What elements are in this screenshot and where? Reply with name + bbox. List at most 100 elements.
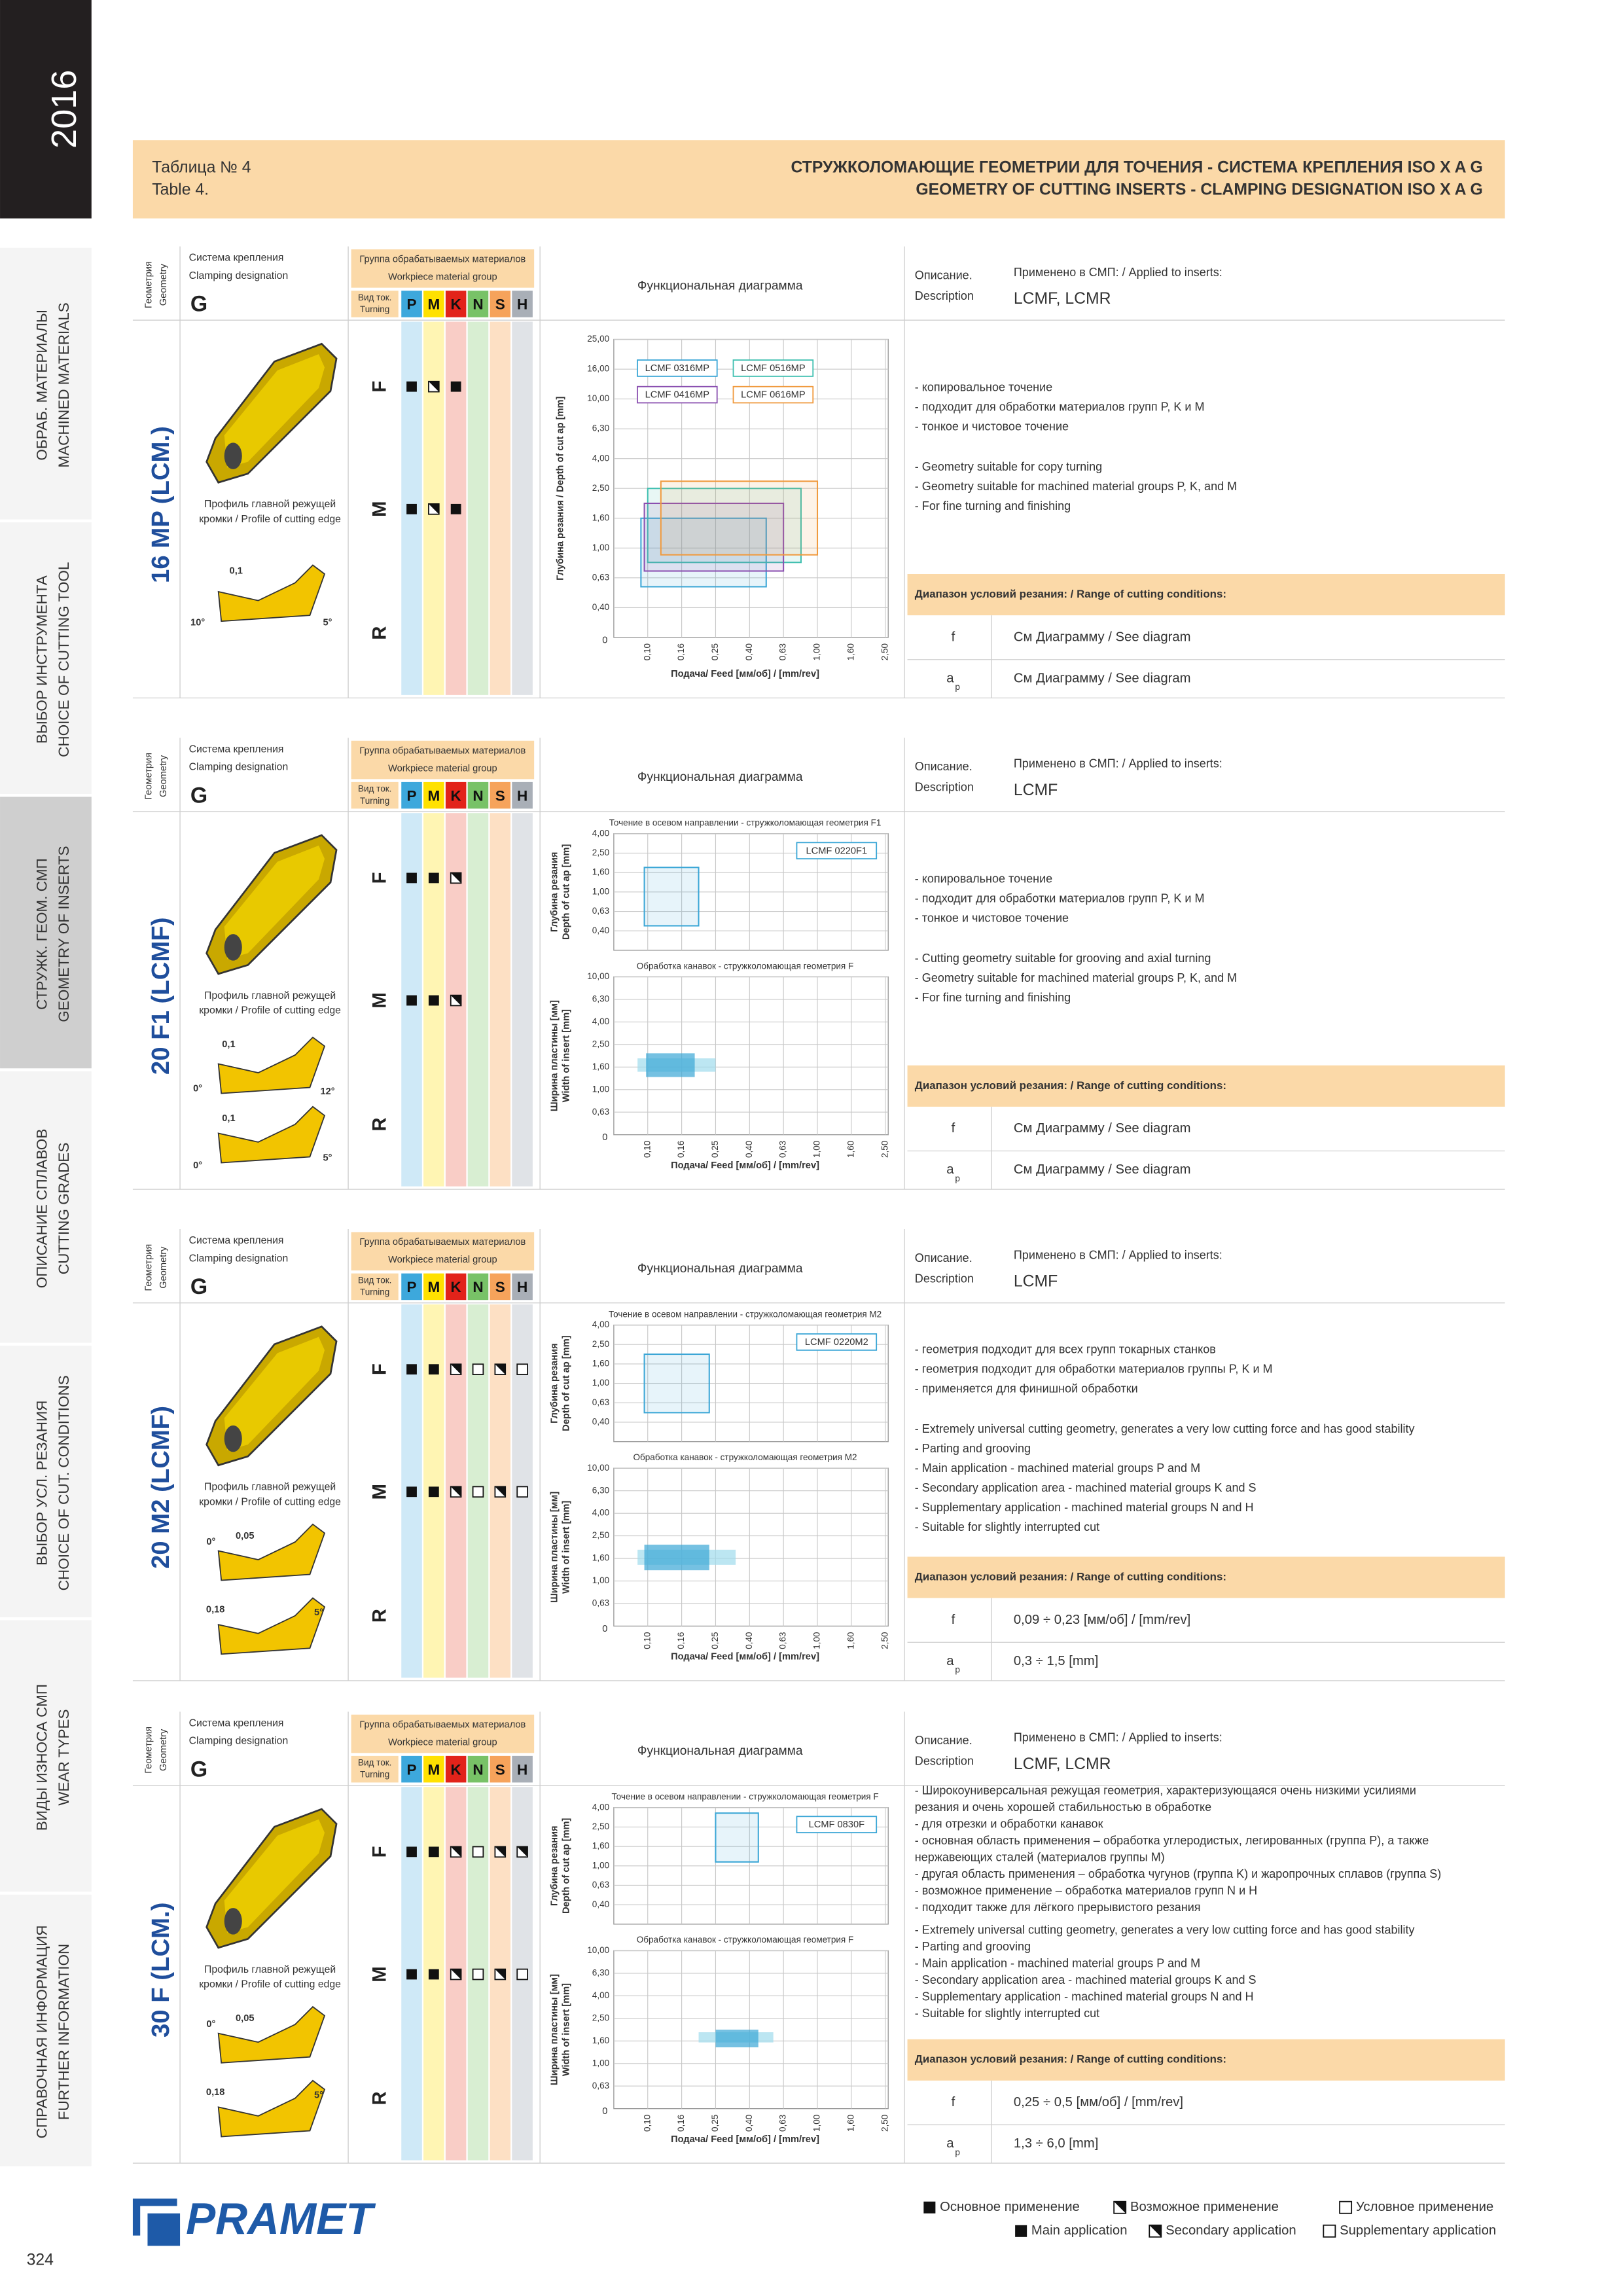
- ap-label-sub: p: [955, 2147, 960, 2157]
- clamping-label: Система крепления: [189, 1235, 284, 1246]
- side-tab: [0, 1620, 92, 1892]
- legend-ru: Возможное применение: [1130, 2200, 1279, 2214]
- description-ru: - тонкое и чистовое точение: [915, 420, 1069, 433]
- profile-dim: 0,05: [236, 2013, 255, 2024]
- x-tick-label: 1,60: [846, 1141, 855, 1158]
- side-tab-en: CUTTING GRADES: [56, 1143, 72, 1275]
- material-row: M: [368, 1484, 390, 1499]
- profile-dim: 5°: [323, 617, 332, 628]
- group-letter: P: [407, 1279, 417, 1295]
- profile-shape: [217, 2079, 326, 2138]
- f-value: См Диаграмму / See diagram: [1014, 1121, 1191, 1136]
- range-label-box: [637, 386, 718, 404]
- y-axis-label: Depth of cut ap [mm]: [562, 844, 572, 941]
- chart-title: Точение в осевом направлении - стружколо…: [609, 818, 882, 828]
- range-label-box: [732, 359, 814, 377]
- group-letter: K: [451, 1279, 462, 1295]
- description-en: - Geometry suitable for copy turning: [915, 460, 1102, 473]
- profile-shape: [217, 1036, 326, 1094]
- symbol-empty: [516, 1363, 528, 1375]
- group-column: [512, 321, 533, 695]
- logo-mark: [132, 2198, 181, 2246]
- turning-label: Вид ток.: [358, 1275, 391, 1285]
- group-head: [490, 1755, 511, 1783]
- material-row: M: [368, 992, 390, 1008]
- side-tab-en: WEAR TYPES: [56, 1709, 72, 1805]
- turning-cell: [351, 291, 399, 317]
- x-axis-label: Подача/ Feed [мм/об] / [mm/rev]: [671, 1160, 819, 1171]
- diagram-title: Функциональная диаграмма: [637, 1744, 803, 1758]
- profile-label: кромки / Profile of cutting edge: [199, 1979, 341, 1990]
- profile-shape: [217, 1597, 326, 1655]
- range-rect: [715, 1812, 759, 1863]
- side-tab-ru: СТРУЖК. ГЕОМ. СМП: [33, 858, 50, 1010]
- range-label-box: [732, 386, 814, 404]
- material-row: R: [368, 1117, 390, 1131]
- group-letter: K: [451, 1761, 462, 1778]
- description-en: - Supplementary application - machined m…: [915, 1501, 1254, 1514]
- y-tick-label: 1,00: [592, 1860, 609, 1870]
- y-tick-label: 0,63: [592, 1107, 609, 1117]
- description-ru: - геометрия подходит для всех групп тока…: [915, 1343, 1216, 1356]
- group-head: [512, 1755, 533, 1783]
- applied-value: LCMF, LCMR: [1014, 290, 1111, 308]
- group-head: [445, 1273, 467, 1300]
- range-label-box: [796, 842, 878, 860]
- geometry-label: Геометрия: [144, 261, 154, 308]
- title-en: GEOMETRY OF CUTTING INSERTS - CLAMPING D…: [916, 181, 1482, 198]
- description-ru: - Широкоуниверсальная режущая геометрия,…: [915, 1784, 1416, 1797]
- side-tab-ru: ВИДЫ ИЗНОСА СМП: [33, 1684, 50, 1831]
- geometry-name: 30 F (LCM.): [147, 1903, 175, 2037]
- ap-label: a: [946, 1162, 954, 1177]
- insert-hole: [224, 442, 242, 469]
- x-tick-label: 0,63: [778, 1632, 788, 1649]
- ap-label: a: [946, 671, 954, 685]
- description-en: - Parting and grooving: [915, 1442, 1031, 1455]
- range-rect: [715, 2030, 758, 2048]
- profile-label: кромки / Profile of cutting edge: [199, 1496, 341, 1507]
- geometry-code: G: [190, 1274, 207, 1299]
- symbol-full: [1015, 2225, 1027, 2237]
- y-axis-label: Width of insert [mm]: [562, 1009, 572, 1102]
- group-letter: M: [427, 1761, 440, 1778]
- y-tick-label: 10,00: [587, 971, 609, 981]
- symbol-full: [428, 1486, 439, 1498]
- y-axis-label: Ширина пластины [мм]: [550, 1000, 560, 1111]
- description-en: - Secondary application area - machined …: [915, 1973, 1257, 1986]
- profile-dim: 5°: [314, 1607, 323, 1618]
- material-label: Группа обрабатываемых материалов: [359, 1719, 526, 1730]
- side-tab-en: CHOICE OF CUTTING TOOL: [56, 562, 72, 757]
- y-tick-label: 0,63: [592, 2081, 609, 2090]
- x-tick-label: 0,10: [642, 2115, 652, 2132]
- ap-value: См Диаграмму / See diagram: [1014, 671, 1191, 685]
- side-tab-ru: СПРАВОЧНАЯ ИНФОРМАЦИЯ: [33, 1925, 50, 2138]
- profile-shape: [217, 2005, 326, 2064]
- description-en: - Main application - machined material g…: [915, 1957, 1200, 1970]
- group-letter: M: [427, 296, 440, 313]
- material-label: Workpiece material group: [388, 1255, 497, 1265]
- description-en: - Extremely universal cutting geometry, …: [915, 1924, 1415, 1937]
- description-ru: - возможное применение – обработка матер…: [915, 1884, 1257, 1897]
- y-tick-label: 0,63: [592, 1598, 609, 1608]
- group-head: [423, 1755, 444, 1783]
- symbol-half-fill: [450, 1364, 461, 1375]
- profile-dim: 0,05: [236, 1531, 255, 1541]
- group-letter: P: [407, 296, 417, 313]
- material-label: Workpiece material group: [388, 1737, 497, 1748]
- group-letter: H: [517, 1279, 527, 1295]
- y-tick-label: 0,40: [592, 1899, 609, 1909]
- symbol-empty: [1323, 2224, 1336, 2238]
- y-tick-label: 6,30: [592, 423, 609, 433]
- insert-hole: [224, 934, 242, 961]
- y-tick-label: 0,63: [592, 572, 609, 582]
- y-tick-label: 6,30: [592, 994, 609, 1004]
- x-tick-label: 0,16: [676, 1141, 686, 1158]
- material-header: [351, 740, 535, 780]
- side-tab-en: FURTHER INFORMATION: [56, 1944, 72, 2121]
- material-row: F: [368, 381, 390, 393]
- group-head: [445, 1755, 467, 1783]
- geometry-label: Geometry: [158, 755, 169, 797]
- profile-dim: 0,1: [222, 1113, 235, 1124]
- y-tick-label: 10,00: [587, 393, 609, 403]
- side-tab-en: GEOMETRY OF INSERTS: [56, 846, 72, 1022]
